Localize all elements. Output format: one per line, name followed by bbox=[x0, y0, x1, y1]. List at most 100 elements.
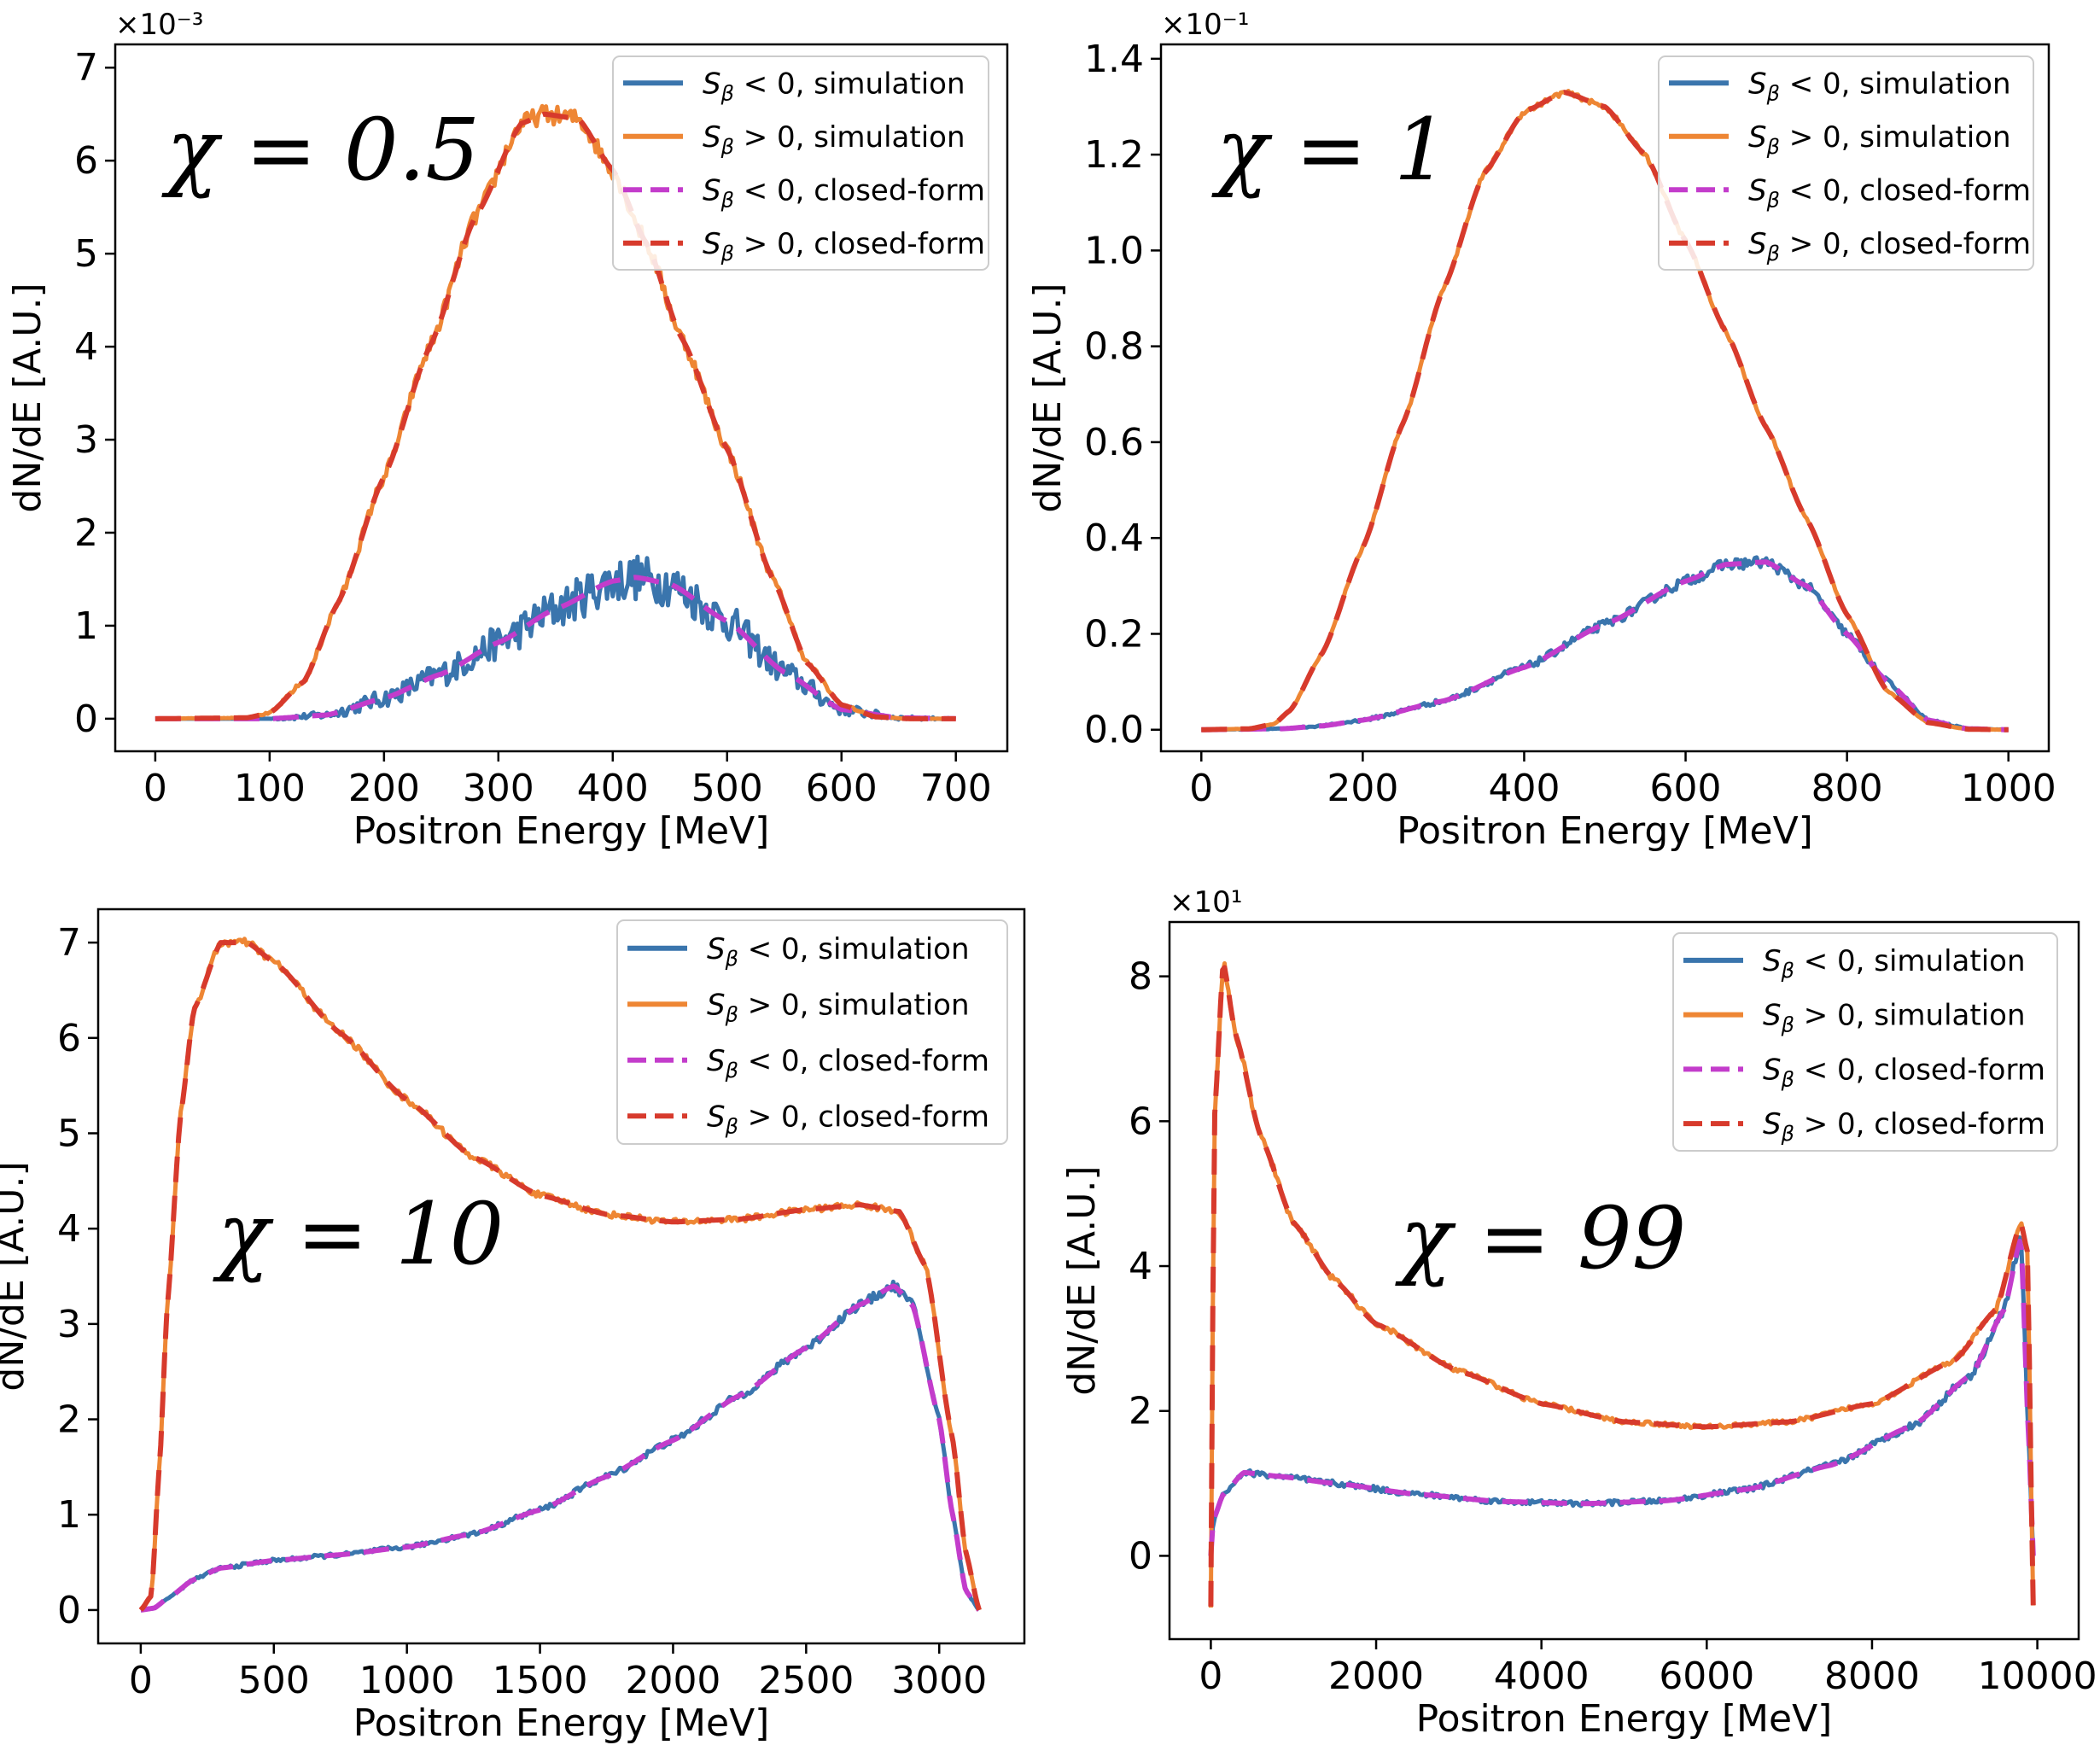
x-tick-label: 1500 bbox=[493, 1659, 588, 1702]
plot-frame bbox=[96, 908, 1026, 1645]
legend-label: Sβ > 0, closed-form bbox=[1763, 1107, 2045, 1146]
legend-label: Sβ > 0, closed-form bbox=[1748, 227, 2031, 266]
y-tick-label: 3 bbox=[57, 1303, 81, 1346]
plot-frame bbox=[1159, 43, 2050, 753]
legend: Sβ < 0, simulation Sβ > 0, simulation Sβ <… bbox=[1672, 932, 2058, 1152]
y-tick-label: 0.0 bbox=[1084, 709, 1144, 752]
x-tick-label: 800 bbox=[1811, 767, 1883, 810]
x-tick-label: 3000 bbox=[891, 1659, 987, 1702]
x-tick-label: 200 bbox=[348, 767, 420, 810]
y-tick-label: 0.2 bbox=[1084, 612, 1144, 656]
x-tick-label: 700 bbox=[920, 767, 992, 810]
y-tick-label: 8 bbox=[1129, 955, 1152, 999]
x-axis-title: Positron Energy [MeV] bbox=[353, 1701, 770, 1745]
y-tick-label: 5 bbox=[74, 232, 98, 276]
y-tick-label: 0.8 bbox=[1084, 325, 1144, 369]
x-tick-label: 200 bbox=[1327, 767, 1398, 810]
legend-label: Sβ < 0, simulation bbox=[1748, 67, 2011, 105]
panel-top-left: 0 100 200 300 400 500 600 700 0 1 2 3 4 5 6 7 Positron E… bbox=[6, 8, 1009, 853]
series-line-4 bbox=[1208, 965, 2036, 1607]
x-tick-label: 100 bbox=[234, 767, 306, 810]
panel-bottom-right: 0 2000 4000 6000 8000 10000 0 2 4 6 8 Positron Ener… bbox=[1060, 885, 2097, 1741]
y-tick-label: 1.4 bbox=[1084, 38, 1144, 81]
series-line-3 bbox=[140, 1283, 982, 1613]
legend: Sβ < 0, simulation Sβ > 0, simulation Sβ <… bbox=[616, 919, 1008, 1145]
y-tick-label: 4 bbox=[57, 1207, 81, 1251]
y-multiplier: ×10¹ bbox=[1170, 885, 1242, 919]
y-tick-label: 3 bbox=[74, 418, 98, 462]
x-tick-label: 0 bbox=[129, 1659, 153, 1702]
y-tick-label: 2 bbox=[57, 1398, 81, 1442]
x-tick-label: 1000 bbox=[1961, 767, 2056, 810]
x-tick-label: 2000 bbox=[625, 1659, 720, 1702]
legend-label: Sβ < 0, closed-form bbox=[703, 173, 985, 212]
y-tick-label: 0 bbox=[74, 697, 98, 741]
y-axis-title: dN/dE [A.U.] bbox=[1060, 1165, 1104, 1395]
y-tick-label: 6 bbox=[74, 139, 98, 183]
x-tick-label: 8000 bbox=[1824, 1655, 1920, 1698]
panel-bottom-left: 0 500 1000 1500 2000 2500 3000 0 1 2 3 4 5 6 7 Positron… bbox=[0, 908, 1026, 1745]
y-axis-title: dN/dE [A.U.] bbox=[6, 283, 50, 512]
x-axis-title: Positron Energy [MeV] bbox=[1416, 1697, 1833, 1741]
plot-frame bbox=[1168, 920, 2080, 1641]
chi-annotation: χ = 1 bbox=[1211, 100, 1449, 200]
y-tick-label: 2 bbox=[74, 511, 98, 555]
series-line-1 bbox=[1201, 555, 2009, 732]
series-line-4 bbox=[1200, 90, 2010, 732]
y-tick-label: 1.0 bbox=[1084, 229, 1144, 272]
x-tick-label: 300 bbox=[463, 767, 534, 810]
x-tick-label: 400 bbox=[1488, 767, 1560, 810]
y-tick-label: 0 bbox=[57, 1589, 81, 1632]
y-tick-label: 0.6 bbox=[1084, 421, 1144, 464]
series-line-3 bbox=[1208, 1239, 2036, 1556]
y-tick-label: 1.2 bbox=[1084, 133, 1144, 177]
y-tick-label: 5 bbox=[57, 1112, 81, 1155]
legend: Sβ < 0, simulation Sβ > 0, simulation Sβ <… bbox=[1658, 55, 2034, 271]
y-tick-label: 1 bbox=[57, 1493, 81, 1537]
y-tick-label: 4 bbox=[1129, 1245, 1152, 1288]
panel-top-right: 0 200 400 600 800 1000 0.0 0.2 0.4 0.6 0.8 1.0 1.2 1.… bbox=[1026, 8, 2056, 853]
x-tick-label: 500 bbox=[238, 1659, 310, 1702]
y-multiplier: ×10⁻³ bbox=[115, 8, 203, 42]
legend-label: Sβ > 0, simulation bbox=[707, 988, 970, 1026]
x-tick-label: 600 bbox=[1650, 767, 1722, 810]
legend-label: Sβ < 0, simulation bbox=[1763, 944, 2026, 983]
x-tick-label: 10000 bbox=[1978, 1655, 2097, 1698]
y-axis-title: dN/dE [A.U.] bbox=[1026, 283, 1070, 512]
y-multiplier: ×10⁻¹ bbox=[1161, 8, 1249, 42]
x-tick-label: 6000 bbox=[1659, 1655, 1754, 1698]
y-tick-label: 7 bbox=[57, 921, 81, 965]
x-axis-title: Positron Energy [MeV] bbox=[1397, 809, 1813, 853]
legend-label: Sβ < 0, closed-form bbox=[707, 1044, 989, 1083]
legend-label: Sβ < 0, simulation bbox=[703, 67, 965, 105]
legend: Sβ < 0, simulation Sβ > 0, simulation Sβ <… bbox=[612, 55, 989, 271]
chi-annotation: χ = 0.5 bbox=[161, 100, 480, 200]
x-tick-label: 600 bbox=[806, 767, 878, 810]
x-tick-label: 0 bbox=[143, 767, 167, 810]
legend-label: Sβ < 0, simulation bbox=[707, 932, 970, 971]
x-axis-title: Positron Energy [MeV] bbox=[353, 809, 770, 853]
chi-annotation: χ = 99 bbox=[1395, 1188, 1686, 1288]
y-axis-title: dN/dE [A.U.] bbox=[0, 1161, 32, 1391]
series-line-4 bbox=[138, 940, 982, 1612]
plot-frame bbox=[114, 43, 1009, 753]
y-tick-label: 0.4 bbox=[1084, 516, 1144, 560]
series-line-3 bbox=[155, 575, 957, 721]
y-tick-label: 1 bbox=[74, 604, 98, 648]
y-tick-label: 6 bbox=[57, 1017, 81, 1060]
legend-label: Sβ > 0, simulation bbox=[703, 120, 965, 159]
x-tick-label: 1000 bbox=[359, 1659, 455, 1702]
legend-label: Sβ > 0, closed-form bbox=[703, 227, 985, 266]
legend-label: Sβ > 0, closed-form bbox=[707, 1100, 989, 1138]
x-tick-label: 500 bbox=[691, 767, 763, 810]
x-tick-label: 0 bbox=[1189, 767, 1213, 810]
y-tick-label: 2 bbox=[1129, 1390, 1152, 1433]
legend-label: Sβ < 0, closed-form bbox=[1748, 173, 2031, 212]
x-tick-label: 2000 bbox=[1328, 1655, 1424, 1698]
chi-annotation: χ = 10 bbox=[213, 1184, 504, 1284]
series-line-3 bbox=[1200, 559, 2010, 732]
x-tick-label: 400 bbox=[577, 767, 649, 810]
x-tick-label: 4000 bbox=[1494, 1655, 1590, 1698]
y-tick-label: 7 bbox=[74, 46, 98, 90]
